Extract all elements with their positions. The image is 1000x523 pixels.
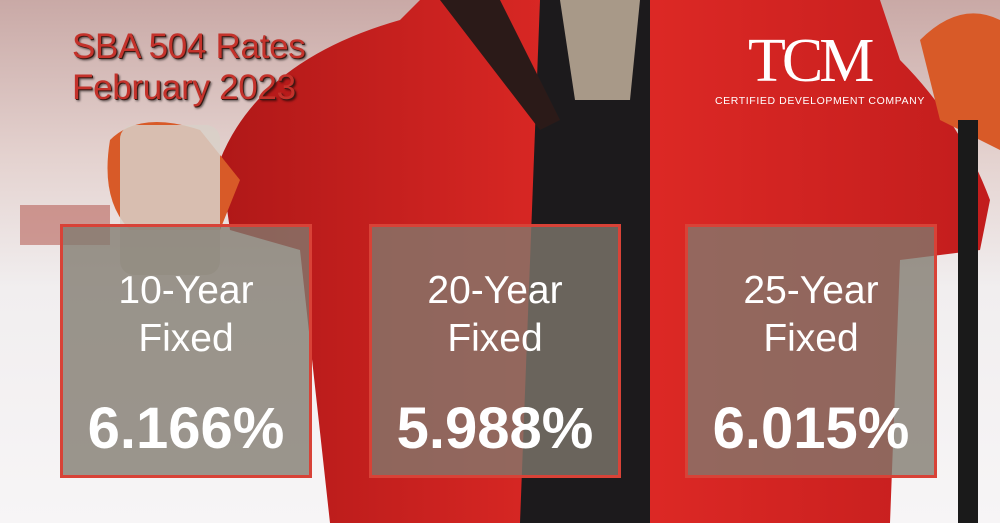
rate-value: 6.166% [87,396,285,461]
rate-card: 10-Year Fixed 6.166% [60,224,312,478]
rate-card: 25-Year Fixed 6.015% [685,224,937,478]
title-line: SBA 504 Rates [72,27,306,66]
title-line: February 2023 [72,68,296,107]
rate-card: 20-Year Fixed 5.988% [369,224,621,478]
term-kind: Fixed [138,317,234,360]
term-kind: Fixed [763,317,859,360]
term-label: 25-Year [743,269,879,312]
rate-value: 5.988% [396,396,594,461]
logo-mark: TCM [748,27,874,95]
term-label: 20-Year [427,269,563,312]
term-kind: Fixed [447,317,543,360]
term-label: 10-Year [118,269,254,312]
logo-tagline: CERTIFIED DEVELOPMENT COMPANY [715,95,925,107]
rate-value: 6.015% [712,396,910,461]
